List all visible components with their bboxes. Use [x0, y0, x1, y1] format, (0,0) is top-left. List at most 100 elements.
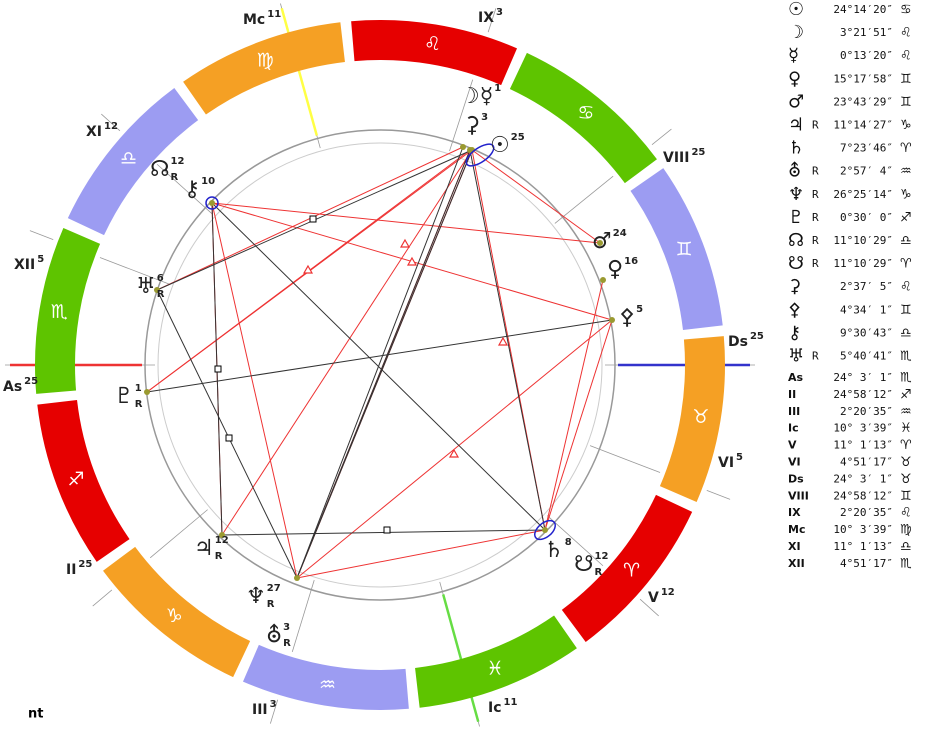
- cusp-line: [639, 598, 659, 617]
- planet-point: [597, 240, 603, 246]
- row-position: 9°30′43″: [840, 326, 893, 339]
- aspect-line: [544, 279, 604, 531]
- sign-segment: [509, 52, 657, 184]
- row-glyph: VI: [788, 456, 801, 469]
- planet-glyph: ♄: [544, 538, 564, 563]
- aspect-line: [156, 289, 298, 579]
- aspect-line: [296, 146, 464, 579]
- house-degree: 5: [37, 254, 44, 265]
- row-sign: ♎︎: [900, 326, 912, 341]
- row-position: 26°25′14″: [833, 188, 893, 201]
- house-degree: 25: [691, 147, 705, 158]
- planet-degree: 12: [215, 535, 229, 546]
- row-position: 0°13′20″: [840, 49, 893, 62]
- row-position: 5°40′41″: [840, 350, 893, 363]
- aspect-line: [471, 149, 601, 244]
- planet-degree: 8: [565, 537, 572, 548]
- planet-glyph: ♅: [136, 274, 156, 299]
- aspect-marker: [497, 336, 509, 346]
- sign-segment: [103, 546, 251, 678]
- planet-label: ⚷ 10: [184, 176, 215, 202]
- house-label: XII 5: [14, 254, 44, 273]
- row-sign: ♊︎: [900, 72, 912, 87]
- cusp-line: [449, 79, 474, 152]
- house-label: V 12: [648, 587, 675, 606]
- row-sign: ♉︎: [900, 472, 912, 487]
- aspect-line: [296, 149, 473, 579]
- sign-glyph: ♌︎: [424, 33, 441, 55]
- row-glyph: ♄: [788, 138, 804, 159]
- aspect-line: [296, 529, 546, 579]
- row-sign: ♋︎: [900, 3, 912, 18]
- planet-point: [209, 200, 215, 206]
- row-sign: ♈︎: [900, 438, 912, 453]
- cusp-line: [29, 230, 54, 240]
- row-sign: ♈︎: [900, 257, 912, 272]
- sign-segment: [630, 168, 723, 330]
- row-glyph: IX: [788, 506, 801, 519]
- row-retro: R: [812, 188, 819, 201]
- row-glyph: III: [788, 405, 800, 418]
- row-sign: ♏︎: [900, 349, 912, 364]
- planet-degree: 1: [135, 383, 142, 394]
- angle-line: [441, 594, 480, 723]
- planet-degree: 3: [481, 112, 488, 123]
- row-sign: ♓︎: [900, 421, 912, 436]
- row-glyph: ⚷: [788, 322, 801, 343]
- aspect-marker: [399, 238, 411, 248]
- row-glyph: ♀: [788, 68, 801, 89]
- planet-glyph: ♃: [194, 536, 214, 561]
- row-position: 0°30′ 0″: [840, 211, 893, 224]
- row-glyph: VIII: [788, 489, 809, 502]
- row-sign: ♐︎: [900, 210, 912, 225]
- row-position: 24°58′12″: [833, 388, 893, 401]
- planet-point: [144, 389, 150, 395]
- house-degree: 3: [496, 7, 503, 18]
- row-sign: ♏︎: [900, 371, 912, 386]
- planet-glyph: ☽☿: [460, 84, 493, 109]
- planet-degree: 3: [283, 622, 290, 633]
- planet-label: ♆ 27 R: [246, 583, 281, 610]
- retro-mark: R: [135, 399, 143, 410]
- row-sign: ♌︎: [900, 280, 912, 295]
- row-sign: ♎︎: [900, 540, 912, 555]
- aspect-line: [211, 202, 298, 579]
- planet-glyph: ♀: [607, 257, 623, 282]
- house-name: IX: [478, 10, 494, 26]
- row-position: 3°21′51″: [840, 26, 893, 39]
- retro-mark: R: [215, 551, 223, 562]
- aspect-line: [146, 319, 613, 393]
- cusp-line: [651, 128, 672, 146]
- row-position: 11° 1′13″: [833, 439, 893, 452]
- house-degree: 11: [267, 9, 281, 20]
- planet-label: ⛢ 3 R: [266, 622, 291, 649]
- house-name: VI: [718, 455, 734, 471]
- row-position: 4°34′ 1″: [840, 303, 893, 316]
- planet-degree: 16: [624, 256, 638, 267]
- sign-segment: [561, 494, 693, 642]
- planet-label: ⚳ 3: [464, 112, 488, 138]
- row-glyph: As: [788, 371, 804, 384]
- house-label: III 3: [252, 699, 277, 718]
- row-sign: ♈︎: [900, 141, 912, 156]
- row-position: 4°51′17″: [840, 456, 893, 469]
- retro-mark: R: [283, 638, 291, 649]
- row-glyph: ☊: [788, 230, 804, 251]
- planet-glyph: ♂: [592, 229, 612, 254]
- row-sign: ♍︎: [900, 523, 912, 538]
- row-position: 24°14′20″: [833, 3, 893, 16]
- house-name: II: [66, 562, 76, 578]
- row-sign: ♌︎: [900, 26, 912, 41]
- house-name: XII: [14, 257, 35, 273]
- aspect-marker: [309, 215, 317, 223]
- house-degree: 11: [504, 697, 518, 708]
- sign-segment: [183, 22, 345, 115]
- planet-degree: 5: [636, 304, 643, 315]
- house-name: XI: [86, 124, 102, 140]
- house-label: Mc 11: [243, 9, 281, 28]
- house-degree: 5: [736, 452, 743, 463]
- row-position: 11°14′27″: [833, 119, 893, 132]
- row-glyph: Ds: [788, 472, 804, 485]
- sign-segment: [67, 88, 199, 236]
